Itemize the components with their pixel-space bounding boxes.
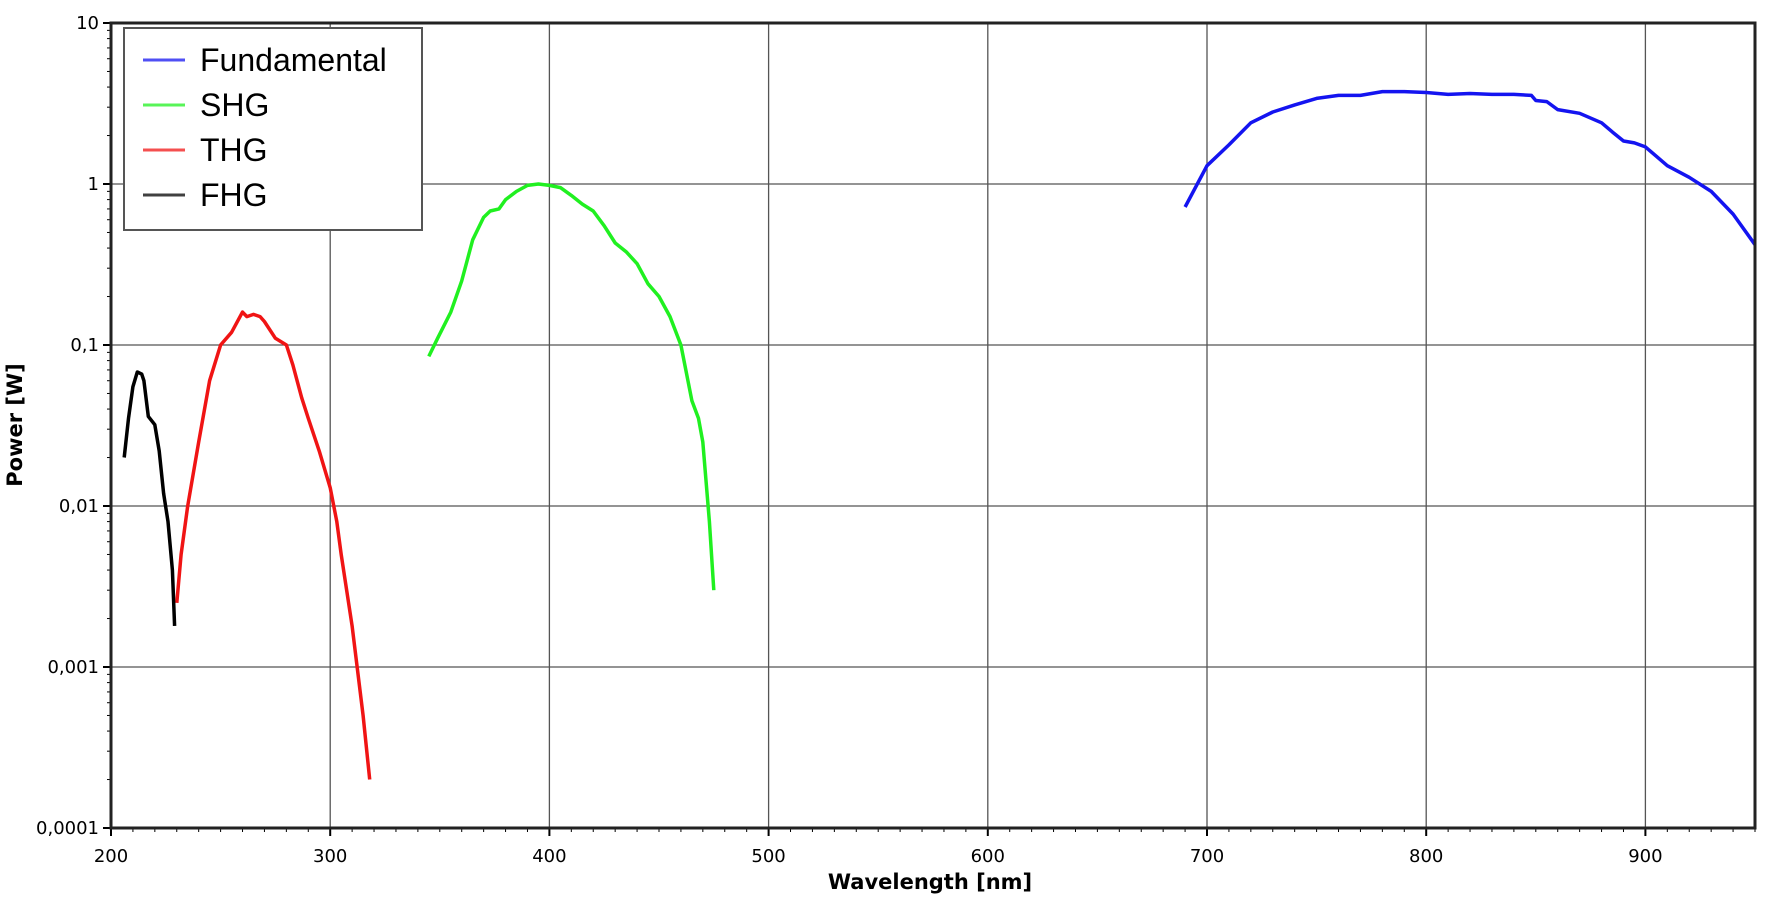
legend-label-shg: SHG [200,87,269,123]
legend-items: Fundamental SHG THG FHG [143,42,387,213]
x-tick-label: 700 [1190,846,1224,867]
x-tick-label: 300 [313,846,347,867]
x-tick-label: 500 [751,846,785,867]
x-tick-label: 400 [532,846,566,867]
series-line-fundamental [1183,89,1757,246]
y-tick-label: 10 [76,13,99,34]
x-tick-label: 800 [1409,846,1443,867]
y-tick-label: 0,0001 [36,818,99,839]
plot-frame [109,21,1757,830]
series-line-fhg [122,370,177,626]
series-layer [122,89,1757,780]
y-tick-label: 1 [88,174,99,195]
legend: Fundamental SHG THG FHG [123,27,423,231]
x-axis-title: Wavelength [nm] [828,870,1032,894]
x-tick-label: 200 [94,846,128,867]
axes [103,21,1757,836]
legend-label-fundamental: Fundamental [200,42,387,78]
x-tick-label: 600 [971,846,1005,867]
y-tick-label: 0,01 [59,496,99,517]
tick-labels: 200 300 400 500 600 700 800 900 0,0001 0,001 0,01 0… [36,13,1663,867]
legend-label-thg: THG [200,132,268,168]
y-axis-title: Power [W] [3,363,27,487]
series-line-shg [427,182,716,591]
y-tick-label: 0,001 [47,657,99,678]
y-tick-label: 0,1 [70,335,99,356]
legend-label-fhg: FHG [200,177,268,213]
x-tick-label: 900 [1628,846,1662,867]
series-line-thg [175,310,372,780]
